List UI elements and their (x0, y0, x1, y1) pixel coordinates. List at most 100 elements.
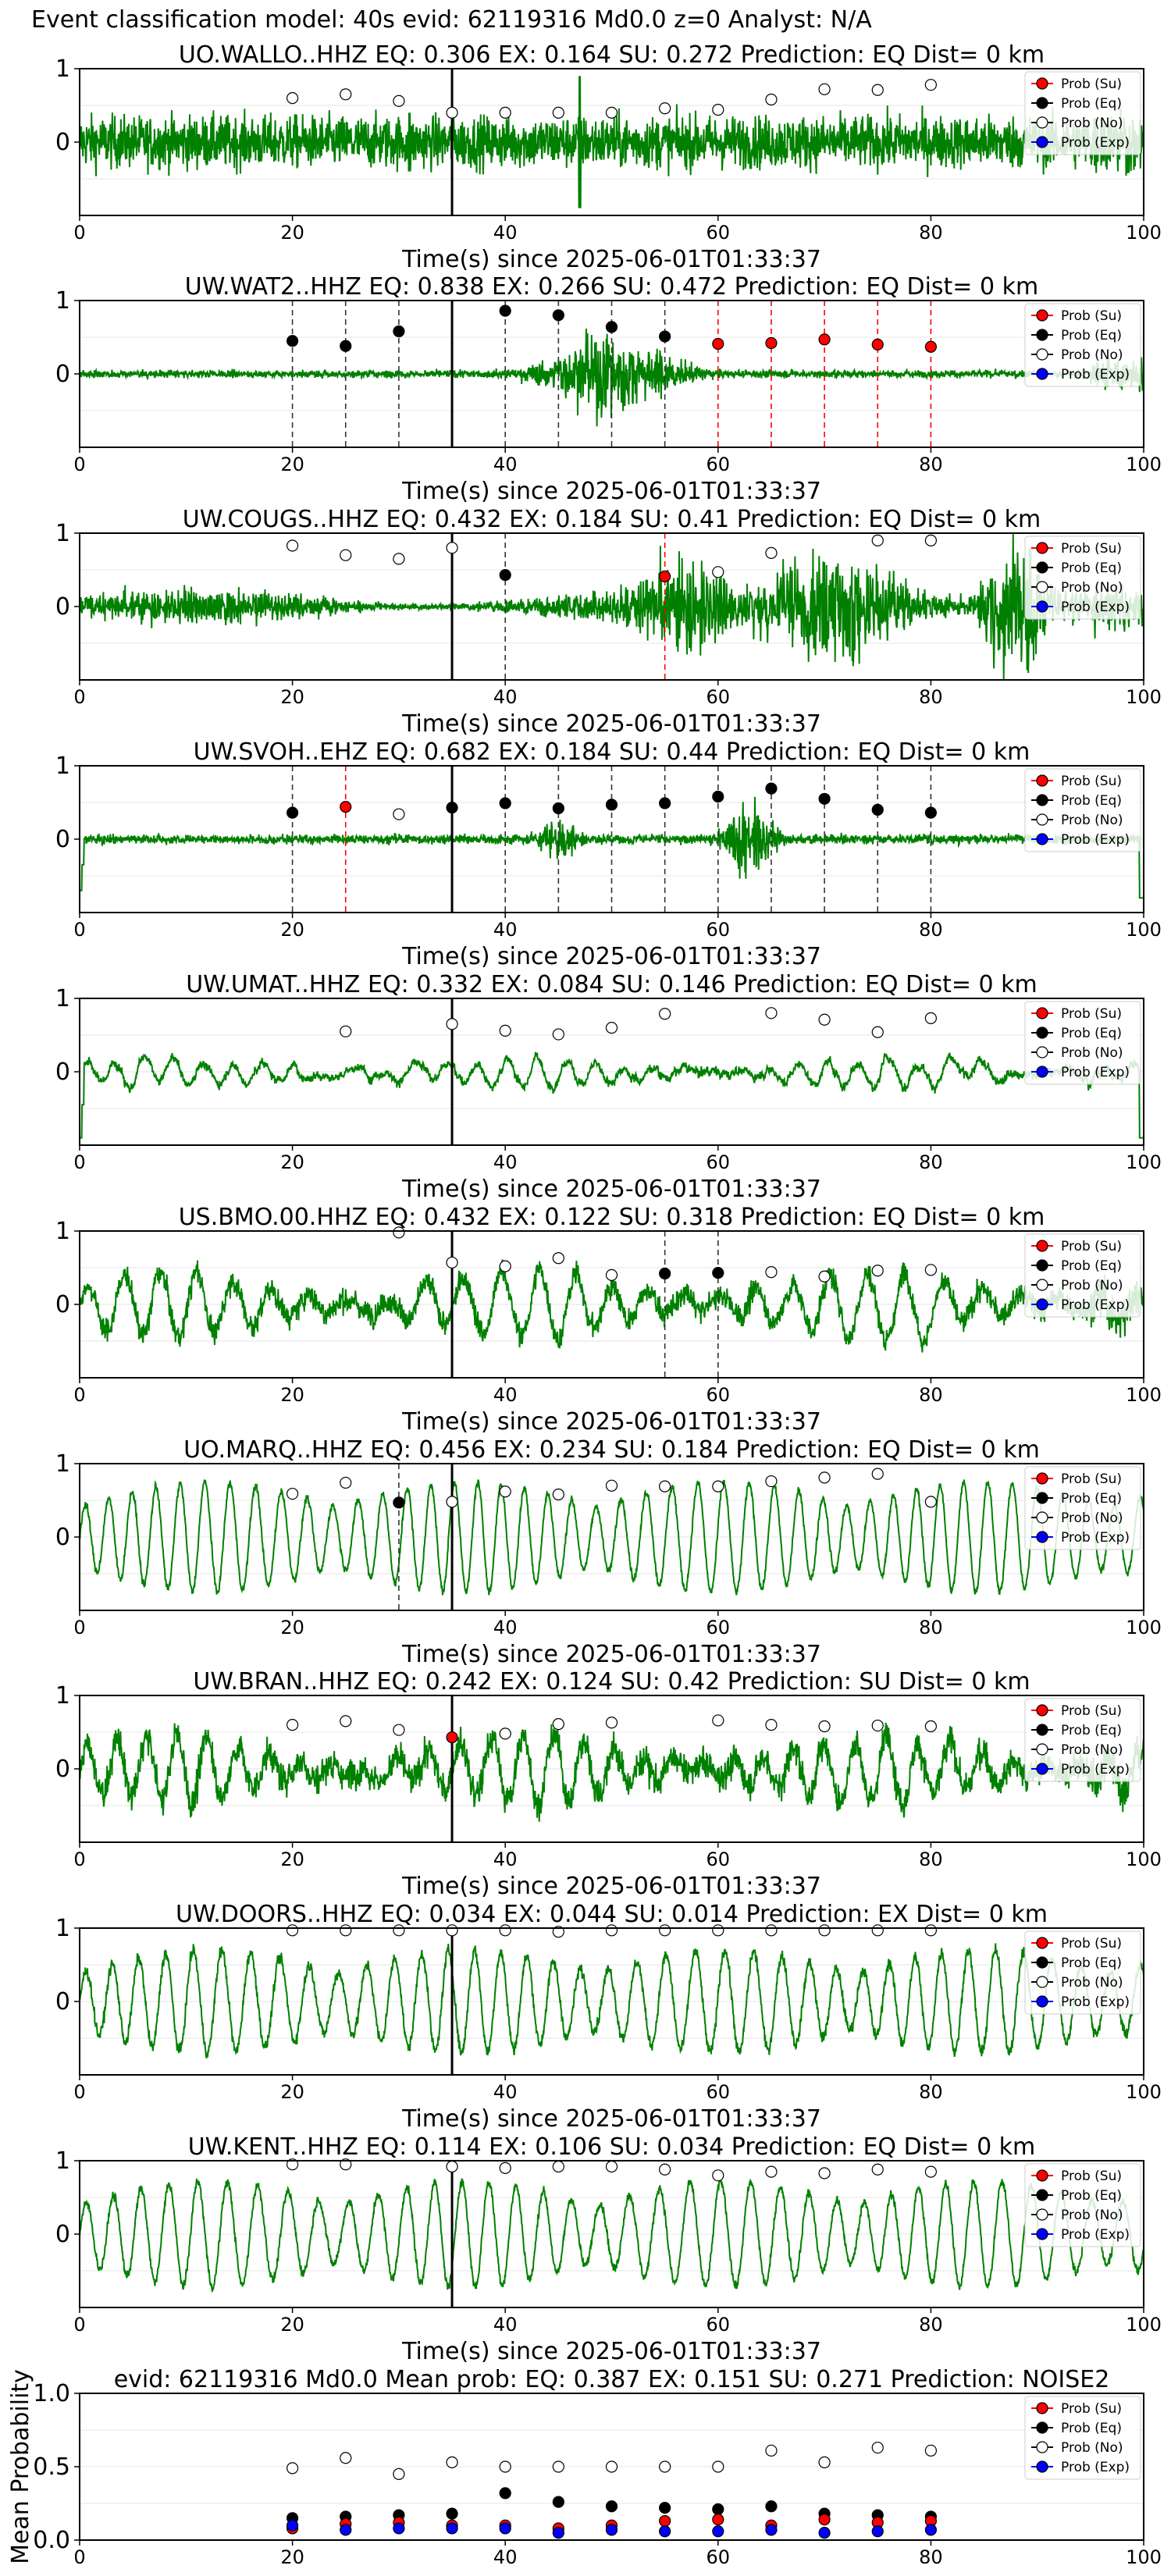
panel-1: UO.WALLO..HHZ EQ: 0.306 EX: 0.164 SU: 0.… (55, 41, 1162, 273)
panel-9: UW.DOORS..HHZ EQ: 0.034 EX: 0.044 SU: 0.… (55, 1901, 1162, 2133)
x-tick-label: 0 (73, 919, 85, 941)
waveform-line (79, 1259, 1144, 1353)
marker-prob-eq (924, 806, 938, 819)
x-tick-label: 100 (1126, 1848, 1162, 1870)
legend-marker (1036, 136, 1048, 148)
y-tick-label: 0.0 (33, 2527, 70, 2554)
marker-prob-no (446, 1496, 458, 1508)
marker-prob-exp (765, 2524, 778, 2536)
marker-prob-eq (393, 1496, 405, 1509)
marker-prob-no (446, 1018, 458, 1030)
x-tick-label: 60 (707, 2081, 731, 2103)
marker-prob-eq (499, 304, 511, 317)
marker-prob-no (924, 1924, 938, 1937)
x-tick-label: 80 (919, 2314, 943, 2336)
marker-prob-no (871, 84, 884, 96)
x-tick-label: 40 (493, 1384, 518, 1406)
x-axis-label: Time(s) since 2025-06-01T01:33:37 (401, 1641, 821, 1668)
marker-prob-no (818, 2167, 831, 2179)
marker-prob-no (446, 1256, 458, 1269)
legend-label: Prob (Eq) (1061, 1258, 1122, 1274)
marker-prob-exp (287, 2519, 299, 2532)
marker-prob-no (605, 1021, 618, 1034)
marker-prob-no (393, 1226, 405, 1239)
legend-marker (1036, 600, 1048, 613)
legend-label: Prob (No) (1061, 813, 1123, 828)
marker-prob-su (446, 1731, 458, 1744)
x-tick-label: 80 (919, 919, 943, 941)
marker-prob-eq (712, 790, 724, 803)
x-tick-label: 40 (493, 1151, 518, 1173)
x-tick-label: 40 (493, 686, 518, 708)
marker-prob-no (659, 1480, 671, 1493)
x-tick-label: 80 (919, 1384, 943, 1406)
legend-label: Prob (No) (1061, 1510, 1123, 1526)
marker-prob-no (446, 2160, 458, 2173)
x-axis-label: Time(s) since 2025-06-01T01:33:37 (401, 2105, 821, 2133)
legend-marker (1036, 1240, 1048, 1252)
marker-prob-exp (552, 2527, 564, 2539)
legend-box (1024, 535, 1141, 620)
legend-box (1024, 768, 1141, 852)
y-tick-label: 0 (55, 361, 70, 388)
marker-prob-no (552, 1488, 564, 1501)
x-tick-label: 100 (1126, 2546, 1162, 2568)
legend-marker (1036, 1531, 1048, 1543)
x-axis-label: Time(s) since 2025-06-01T01:33:37 (401, 1176, 821, 1203)
y-tick-label: 0 (55, 129, 70, 156)
legend-label: Prob (Su) (1061, 76, 1122, 92)
legend: Prob (Su) Prob (Eq) Prob (No) Prob (Exp) (1024, 1233, 1141, 1318)
x-tick-label: 0 (73, 1151, 85, 1173)
marker-prob-no (871, 534, 884, 547)
marker-prob-no (712, 1924, 724, 1937)
x-tick-label: 0 (73, 686, 85, 708)
marker-prob-eq (446, 2507, 458, 2520)
x-tick-label: 100 (1126, 2081, 1162, 2103)
marker-prob-eq (287, 806, 299, 819)
legend: Prob (Su) Prob (Eq) Prob (No) Prob (Exp) (1024, 71, 1141, 155)
marker-prob-no (340, 1715, 352, 1727)
panel-title: UW.KENT..HHZ EQ: 0.114 EX: 0.106 SU: 0.0… (188, 2133, 1036, 2161)
waveform-line (79, 76, 1144, 208)
legend-label: Prob (Su) (1061, 1006, 1122, 1022)
legend-marker (1036, 2460, 1048, 2473)
marker-prob-eq (712, 2503, 724, 2516)
legend-marker (1036, 1279, 1048, 1291)
legend-marker (1036, 1259, 1048, 1272)
legend-label: Prob (No) (1061, 347, 1123, 363)
x-tick-label: 60 (707, 1151, 731, 1173)
legend-label: Prob (Eq) (1061, 793, 1122, 809)
waveform-line (79, 1479, 1144, 1596)
x-tick-label: 60 (707, 2546, 731, 2568)
marker-prob-no (552, 1028, 564, 1041)
legend-label: Prob (Exp) (1061, 1065, 1130, 1080)
panel-title: UW.BRAN..HHZ EQ: 0.242 EX: 0.124 SU: 0.4… (193, 1668, 1030, 1695)
legend-label: Prob (Exp) (1061, 1530, 1130, 1546)
waveform-line (79, 1722, 1144, 1822)
marker-prob-eq (446, 801, 458, 814)
marker-prob-no (287, 91, 299, 105)
marker-prob-no (605, 1717, 618, 1729)
marker-prob-no (818, 1720, 831, 1733)
legend-label: Prob (No) (1061, 1975, 1123, 1991)
marker-prob-no (287, 1719, 299, 1731)
marker-prob-no (765, 93, 778, 106)
marker-prob-exp (340, 2524, 352, 2536)
legend-marker (1036, 1026, 1048, 1039)
marker-prob-no (659, 1924, 671, 1937)
legend-marker (1036, 1066, 1048, 1078)
x-tick-label: 20 (280, 1617, 304, 1638)
legend-label: Prob (Exp) (1061, 1994, 1130, 2010)
marker-prob-no (765, 2444, 778, 2457)
marker-prob-eq (287, 335, 299, 347)
legend-marker (1036, 2421, 1048, 2434)
legend-box (1024, 1698, 1141, 1782)
legend-label: Prob (Eq) (1061, 96, 1122, 112)
legend-box (1024, 2163, 1141, 2247)
marker-prob-eq (871, 803, 884, 817)
marker-prob-no (340, 1476, 352, 1489)
marker-prob-no (393, 553, 405, 565)
marker-prob-no (340, 2452, 352, 2464)
marker-prob-exp (446, 2522, 458, 2535)
legend: Prob (Su) Prob (Eq) Prob (No) Prob (Exp) (1024, 1930, 1141, 2015)
